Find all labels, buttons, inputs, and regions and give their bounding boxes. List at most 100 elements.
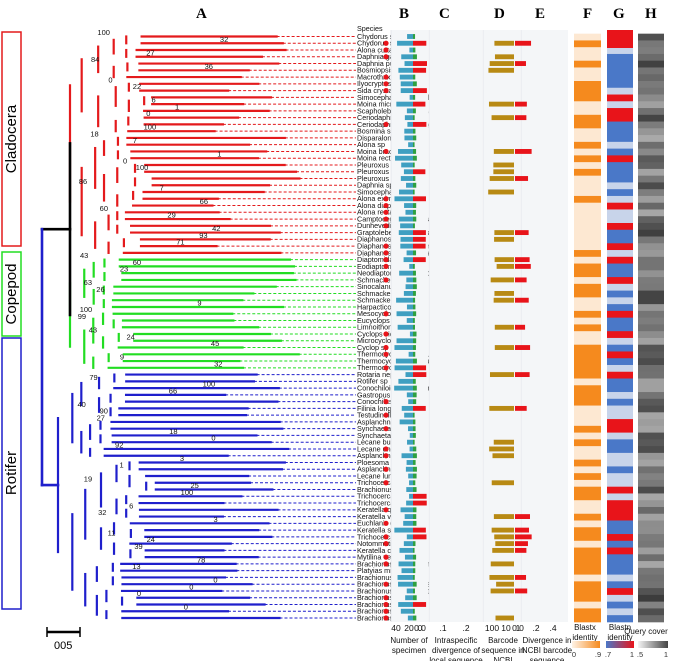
caption-c: local sequence	[429, 656, 483, 661]
divergence-bar	[413, 121, 427, 127]
divergence-bar	[413, 581, 417, 587]
species-label: Conochilus unicornis	[357, 397, 424, 406]
divergence-bar	[413, 460, 416, 465]
blastx-cell	[574, 588, 601, 596]
panel-letter-d: D	[494, 6, 505, 22]
bootstrap-label: 9	[120, 353, 124, 362]
blastx-cell	[574, 243, 601, 251]
blastn-cell	[607, 310, 633, 319]
blastn-cell	[607, 439, 633, 447]
blastx-cell	[574, 182, 601, 190]
query-cover-cell	[638, 594, 664, 603]
query-cover-cell	[638, 513, 664, 521]
specimen-bar	[403, 291, 413, 296]
species-label: Brachionus falcatus	[357, 485, 420, 494]
specimen-bar	[400, 236, 413, 242]
divergence-bar	[413, 574, 415, 580]
divergence-bar	[413, 236, 426, 242]
divergence-bar	[413, 94, 416, 100]
blastx-cell	[574, 392, 601, 400]
divergence-bar	[413, 351, 416, 357]
specimen-bar	[397, 324, 413, 330]
query-cover-cell	[638, 141, 664, 150]
specimen-bar	[398, 581, 413, 587]
blastx-cell	[574, 283, 601, 292]
query-cover-cell	[638, 392, 664, 400]
blastx-cell	[574, 446, 601, 454]
divergence-bar	[413, 47, 416, 53]
specimen-bar	[408, 473, 413, 479]
ncbi-divergence-bar	[515, 527, 529, 533]
specimen-bar	[403, 541, 413, 547]
species-label: Rotaria neptunia	[357, 370, 410, 379]
query-cover-cell	[638, 121, 664, 129]
blastn-cell	[607, 452, 633, 461]
ncbi-sequence-bar	[496, 581, 514, 587]
clade-label-copepod: Copepod	[3, 264, 20, 325]
clade-box-copepod	[1, 251, 22, 337]
bootstrap-label: 24	[126, 332, 134, 341]
query-cover-cell	[638, 101, 664, 109]
specimen-dot	[383, 601, 389, 608]
query-cover-cell	[638, 364, 664, 373]
blastn-cell	[607, 615, 633, 623]
bootstrap-label: 7	[160, 184, 164, 193]
specimen-bar	[394, 365, 413, 371]
specimen-dot	[383, 351, 389, 357]
ncbi-sequence-bar	[492, 547, 514, 553]
specimen-bar	[408, 351, 413, 357]
caption-e: sequence	[530, 656, 565, 661]
blastn-cell	[607, 148, 633, 156]
bootstrap-label: 100	[97, 28, 110, 37]
query-cover-cell	[638, 331, 664, 339]
query-cover-cell	[638, 324, 664, 332]
bootstrap-label: 43	[80, 251, 88, 260]
bootstrap-label: 66	[200, 197, 208, 206]
blastx-cell	[574, 148, 601, 156]
query-cover-cell	[638, 222, 664, 231]
bootstrap-label: 42	[212, 224, 220, 233]
specimen-bar	[401, 453, 413, 459]
specimen-bar	[406, 460, 413, 465]
bootstrap-label: 11	[108, 528, 116, 537]
blastx-cell	[574, 53, 601, 62]
bootstrap-label: 27	[146, 48, 154, 57]
specimen-dot	[383, 344, 389, 351]
ncbi-divergence-bar	[515, 534, 532, 540]
bootstrap-label: 63	[84, 278, 92, 287]
query-cover-cell	[638, 520, 664, 528]
specimen-bar	[400, 176, 413, 181]
ncbi-sequence-bar	[488, 189, 514, 195]
blastx-cell	[574, 317, 601, 325]
species-label: Mesocyclops sp	[357, 309, 408, 318]
bootstrap-label: 18	[90, 129, 98, 138]
species-label: Schmackeria sp	[357, 296, 408, 305]
divergence-bar	[413, 101, 426, 107]
query-cover-cell	[638, 40, 664, 48]
query-cover-cell	[638, 310, 664, 319]
divergence-bar	[413, 419, 416, 425]
specimen-dot	[383, 446, 389, 452]
blastn-cell	[607, 574, 633, 582]
divergence-bar	[413, 88, 427, 94]
species-label: Alona diaphana	[357, 201, 407, 210]
bootstrap-label: 39	[134, 542, 142, 551]
specimen-bar	[406, 534, 413, 540]
bootstrap-label: 66	[169, 386, 177, 395]
ncbi-divergence-bar	[515, 277, 527, 283]
species-label: Diaptomidae sp	[357, 255, 407, 264]
scale-bar-label: 005	[54, 640, 72, 652]
specimen-dot	[383, 399, 389, 405]
blastn-cell	[607, 473, 633, 481]
bootstrap-label: 0	[213, 576, 217, 585]
tick-label-c: .2	[462, 623, 469, 633]
ncbi-divergence-bar	[515, 541, 528, 547]
caption-f: Blastx	[574, 623, 596, 632]
divergence-bar	[413, 189, 415, 195]
specimen-dot	[383, 480, 389, 486]
specimen-bar	[400, 88, 413, 94]
blastn-cell	[607, 371, 633, 379]
specimen-bar	[397, 40, 413, 46]
blastn-cell	[607, 94, 633, 102]
blastn-cell	[607, 392, 633, 400]
